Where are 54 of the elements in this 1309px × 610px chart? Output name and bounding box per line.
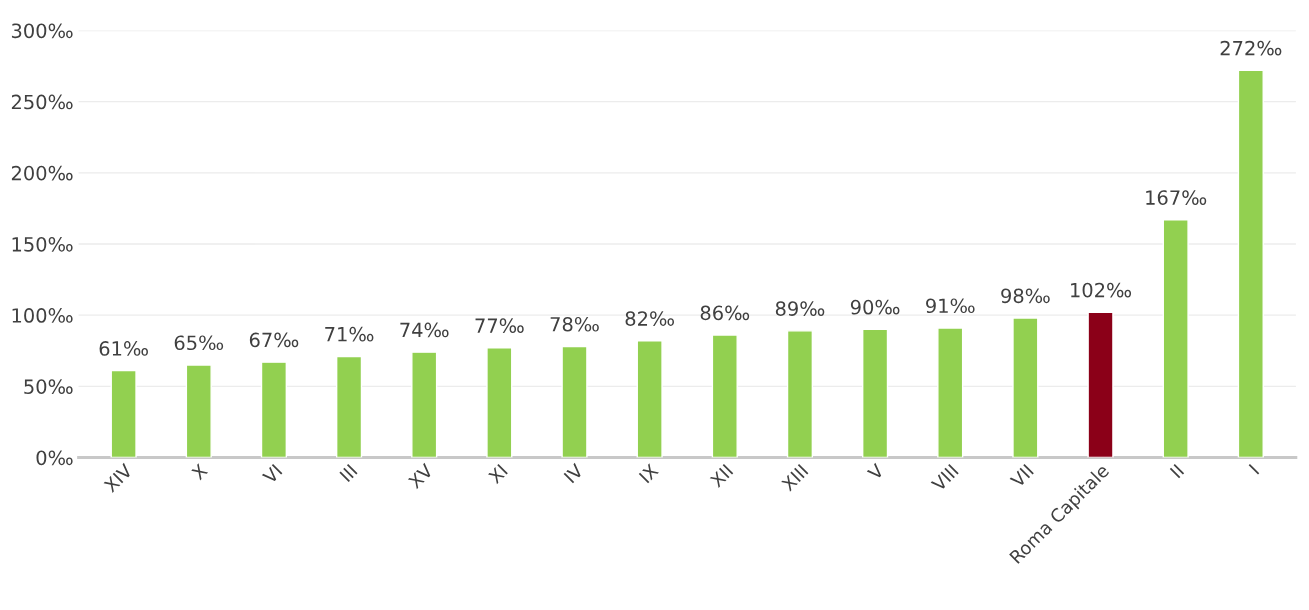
bar [711, 334, 738, 458]
x-tick-label: XV [407, 462, 434, 490]
data-label: 91‰ [926, 298, 975, 314]
bar [861, 328, 889, 458]
y-tick-label: 100‰ [12, 308, 73, 323]
bar [636, 340, 663, 458]
bar [411, 351, 438, 458]
data-label: 98‰ [1001, 288, 1050, 304]
data-label: 74‰ [400, 322, 449, 338]
bar [185, 364, 212, 458]
y-tick-label: 50‰ [24, 379, 73, 394]
bar [1087, 311, 1114, 458]
x-tick-label: I [1248, 464, 1260, 475]
bar [486, 347, 513, 458]
bar [1012, 317, 1039, 458]
y-tick-label: 150‰ [12, 236, 73, 252]
x-tick-label: IX [638, 463, 659, 484]
y-tick-label: 200‰ [11, 165, 73, 181]
x-tick-label: III [339, 464, 358, 483]
data-label: 90‰ [850, 299, 900, 315]
data-label: 67‰ [249, 332, 299, 348]
data-label: 102‰ [1071, 282, 1132, 298]
data-label: 78‰ [550, 316, 599, 332]
y-tick-label: 0‰ [36, 450, 73, 466]
bar [1162, 219, 1189, 458]
x-tick-label: XIV [103, 462, 134, 493]
x-tick-label: VII [1009, 464, 1034, 489]
data-label: 89‰ [775, 301, 825, 316]
data-label: 272‰ [1220, 40, 1282, 56]
x-tick-label: VI [261, 464, 283, 485]
data-label: 167‰ [1146, 190, 1207, 205]
data-label: 82‰ [625, 311, 675, 326]
y-tick-label: 300‰ [11, 23, 73, 39]
data-label: 86‰ [700, 305, 750, 321]
data-label: 65‰ [174, 335, 224, 351]
x-tick-label: XIII [780, 464, 809, 492]
y-tick-label: 250‰ [11, 94, 73, 110]
x-tick-label: V [866, 462, 885, 481]
x-tick-label: XI [487, 464, 508, 485]
x-tick-label: II [1169, 464, 1185, 479]
bar [786, 330, 814, 458]
bar [110, 369, 137, 458]
bar [561, 345, 588, 458]
bar [1237, 69, 1264, 458]
bar [335, 355, 363, 458]
data-label: 77‰ [475, 318, 524, 334]
bar [260, 361, 288, 458]
x-tick-label: IV [563, 462, 585, 484]
bar [937, 327, 964, 458]
x-tick-label: XII [709, 464, 734, 488]
x-tick-label: X [190, 463, 209, 481]
data-label: 71‰ [325, 326, 374, 342]
x-tick-label: VIII [930, 464, 959, 492]
data-label: 61‰ [99, 341, 148, 356]
